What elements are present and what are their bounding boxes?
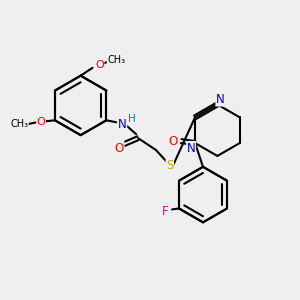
Text: H: H <box>128 114 136 124</box>
Text: F: F <box>162 205 168 218</box>
Text: N: N <box>118 118 127 131</box>
Text: S: S <box>166 159 173 172</box>
Text: O: O <box>37 117 45 127</box>
Text: O: O <box>95 60 104 70</box>
Text: CH₃: CH₃ <box>10 119 28 129</box>
Text: N: N <box>187 142 196 154</box>
Text: O: O <box>169 135 178 148</box>
Text: N: N <box>216 93 225 106</box>
Text: CH₃: CH₃ <box>107 55 125 65</box>
Text: O: O <box>115 142 124 154</box>
